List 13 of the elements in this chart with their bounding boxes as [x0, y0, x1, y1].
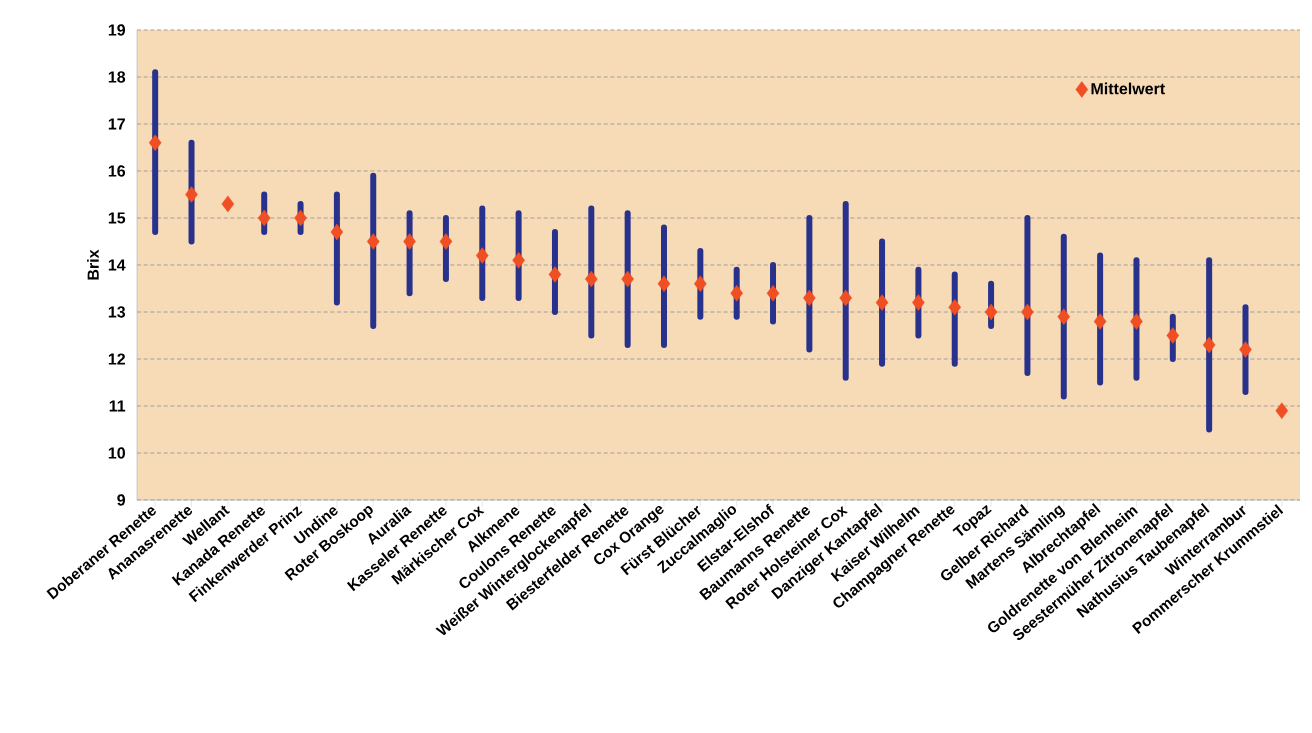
y-tick-label: 15 [108, 212, 126, 224]
y-tick-label: 19 [108, 24, 126, 36]
y-tick-label: 13 [108, 306, 126, 318]
y-tick-label: 14 [108, 259, 126, 271]
y-tick-label: 11 [109, 400, 126, 412]
y-tick-label: 9 [117, 494, 126, 506]
y-axis-title: Brix [87, 249, 99, 280]
y-tick-label: 16 [108, 165, 126, 177]
y-tick-label: 12 [108, 353, 125, 365]
y-tick-label: 17 [108, 118, 125, 130]
y-tick-label: 10 [108, 447, 125, 459]
legend-label: Mittelwert [1091, 82, 1165, 95]
y-tick-label: 18 [108, 71, 126, 83]
